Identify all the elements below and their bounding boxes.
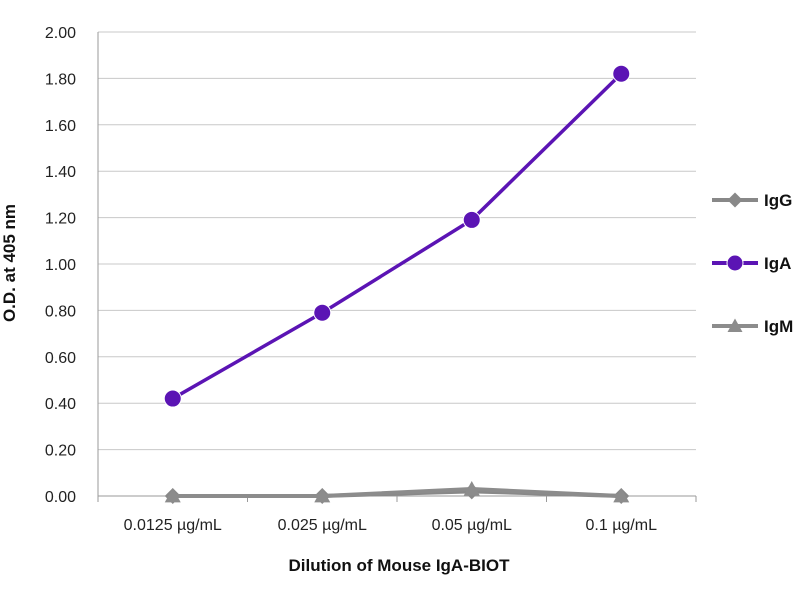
- y-tick-label: 1.20: [45, 211, 76, 228]
- y-axis-title: O.D. at 405 nm: [0, 204, 19, 322]
- series-iga: [163, 64, 631, 408]
- y-tick-label: 1.40: [45, 164, 76, 181]
- x-axis-title: Dilution of Mouse IgA-BIOT: [289, 556, 511, 575]
- data-point-iga: [163, 389, 182, 408]
- y-tick-label: 1.00: [45, 257, 76, 274]
- legend: IgG IgA IgM: [712, 191, 793, 336]
- data-point-igm: [314, 488, 331, 503]
- y-axis-ticks: 0.00 0.20 0.40 0.60 0.80 1.00 1.20 1.40 1.60 1.80…: [45, 25, 76, 506]
- y-tick-label: 0.00: [45, 489, 76, 506]
- series-igm: [164, 481, 630, 503]
- data-point-iga: [612, 64, 631, 83]
- data-point-igm: [463, 481, 480, 496]
- gridlines: [98, 31, 696, 451]
- legend-marker-igg: [727, 192, 743, 208]
- legend-label: IgM: [764, 317, 793, 336]
- y-tick-label: 1.80: [45, 71, 76, 88]
- data-point-iga: [313, 303, 332, 322]
- series-group: [163, 64, 631, 504]
- legend-item-igg: IgG: [712, 191, 792, 210]
- legend-label: IgA: [764, 254, 791, 273]
- x-axis-ticks: 0.0125 µg/mL 0.025 µg/mL 0.05 µg/mL 0.1 µg/…: [97, 496, 697, 534]
- x-tick-label: 0.05 µg/mL: [432, 517, 512, 534]
- x-tick-label: 0.025 µg/mL: [278, 517, 367, 534]
- y-tick-label: 0.40: [45, 396, 76, 413]
- data-point-igm: [613, 488, 630, 503]
- y-tick-label: 0.80: [45, 303, 76, 320]
- y-tick-label: 1.60: [45, 118, 76, 135]
- data-point-igm: [164, 488, 181, 503]
- legend-marker-iga: [726, 254, 744, 272]
- y-tick-label: 0.60: [45, 350, 76, 367]
- y-tick-label: 2.00: [45, 25, 76, 42]
- legend-item-iga: IgA: [712, 254, 791, 273]
- legend-marker-igm: [727, 318, 743, 332]
- x-tick-label: 0.1 µg/mL: [586, 517, 658, 534]
- x-tick-label: 0.0125 µg/mL: [124, 517, 222, 534]
- series-line-igm: [172, 487, 622, 498]
- legend-label: IgG: [764, 191, 792, 210]
- series-line-iga: [171, 72, 623, 401]
- y-tick-label: 0.20: [45, 443, 76, 460]
- legend-item-igm: IgM: [712, 317, 793, 336]
- data-point-iga: [462, 210, 481, 229]
